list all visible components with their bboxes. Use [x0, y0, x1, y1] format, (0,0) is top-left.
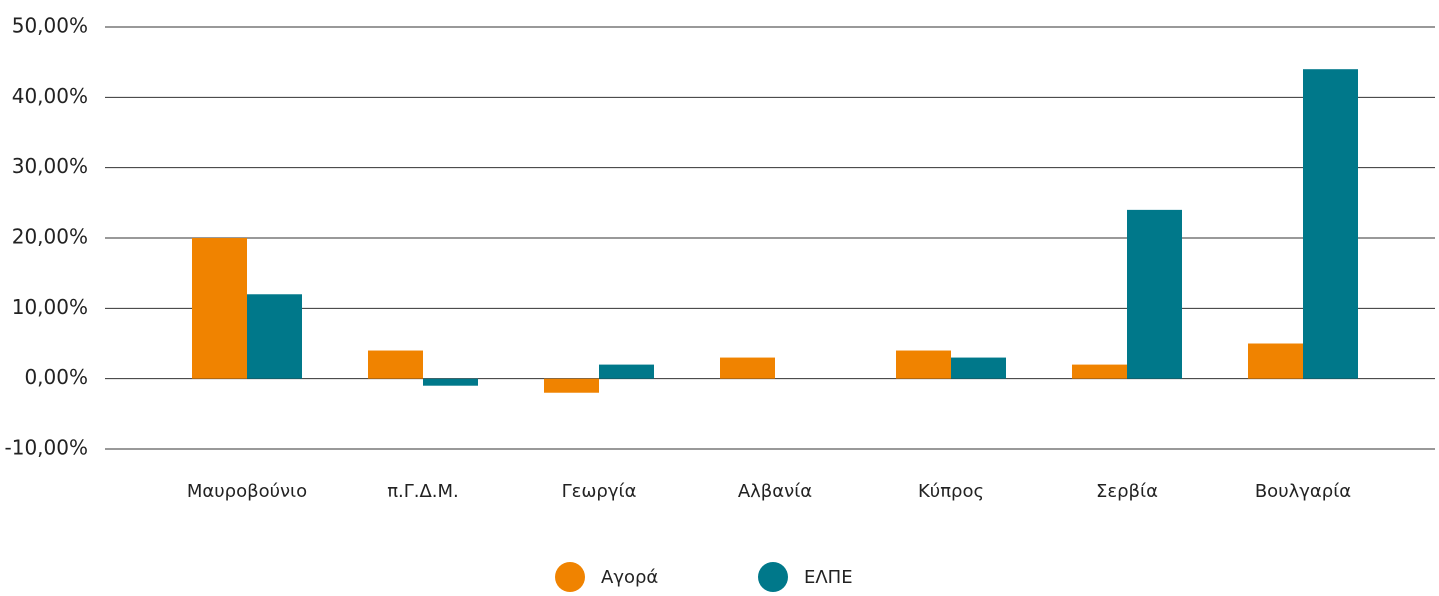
bar: [1303, 69, 1358, 379]
x-tick-label: Κύπρος: [918, 481, 984, 502]
bar: [951, 357, 1006, 379]
legend-label: ΕΛΠΕ: [804, 567, 853, 588]
y-tick-label: 10,00%: [12, 295, 88, 319]
bar: [1072, 364, 1127, 379]
bar: [247, 294, 302, 379]
y-tick-label: 20,00%: [12, 225, 88, 249]
bar: [423, 378, 478, 386]
bar: [544, 378, 599, 393]
bar: [1248, 343, 1303, 379]
bar: [720, 357, 775, 379]
bar: [368, 350, 423, 379]
bar: [599, 364, 654, 379]
bar: [1127, 209, 1182, 379]
x-tick-label: π.Γ.Δ.Μ.: [387, 481, 459, 502]
legend-marker: [555, 562, 585, 592]
x-tick-label: Αλβανία: [738, 481, 812, 502]
y-tick-label: 40,00%: [12, 84, 88, 108]
bar: [192, 238, 247, 379]
x-tick-label: Γεωργία: [562, 481, 637, 502]
legend-marker: [758, 562, 788, 592]
y-tick-label: -10,00%: [5, 436, 88, 460]
bar: [896, 350, 951, 379]
x-tick-label: Μαυροβούνιο: [187, 481, 307, 502]
y-tick-label: 30,00%: [12, 154, 88, 178]
legend-label: Αγορά: [601, 567, 658, 588]
x-tick-label: Βουλγαρία: [1255, 481, 1351, 502]
x-tick-label: Σερβία: [1096, 481, 1158, 502]
y-tick-label: 0,00%: [24, 365, 88, 389]
y-tick-label: 50,00%: [12, 14, 88, 38]
